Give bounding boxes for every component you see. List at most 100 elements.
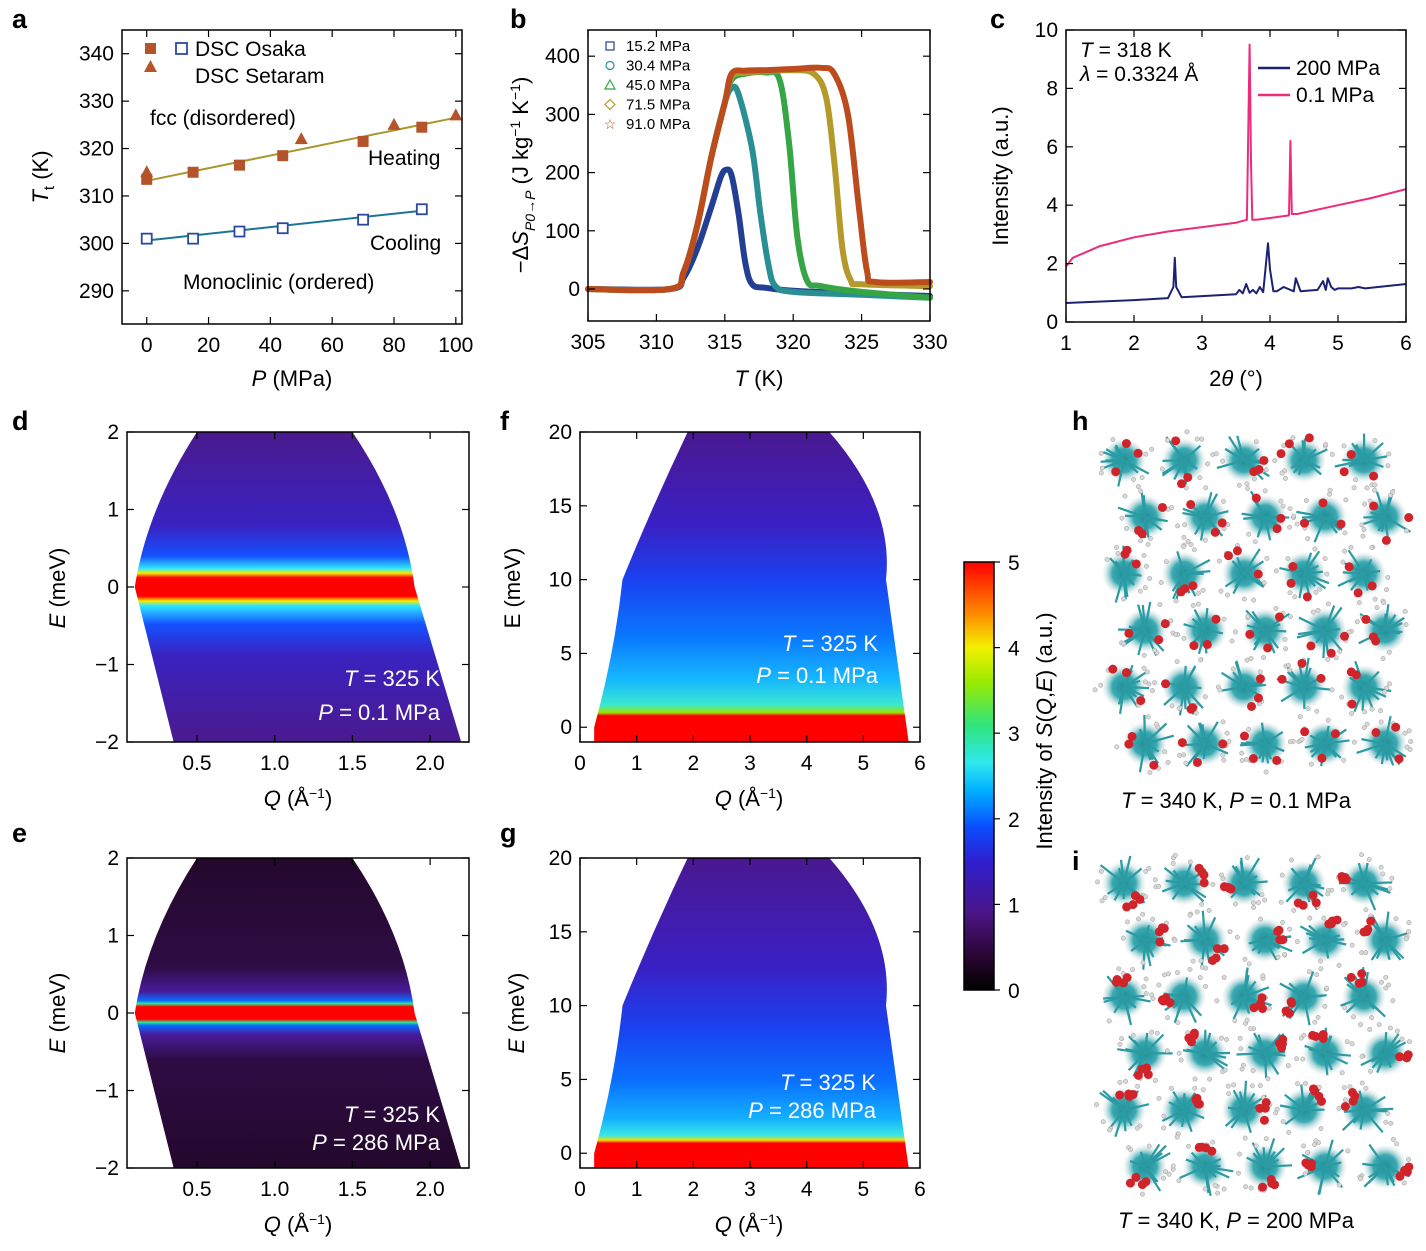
bond [1357,862,1366,884]
hydrogen-atom [1394,1141,1400,1147]
hydrogen-atom [1246,726,1252,732]
bond [1355,444,1365,461]
bond [1247,1045,1266,1055]
x-tick-label: 0 [574,1178,586,1201]
panel-g-x-axis-label: Q (Å−1) [715,1211,784,1237]
hydrogen-atom [1114,744,1120,750]
hydrogen-atom [1142,679,1148,685]
x-tick-label: 1 [1060,332,1072,355]
molecule [1117,488,1175,547]
hydrogen-atom [1324,985,1330,991]
panel-b-entropy-change: 305 310 315 320 325 330 0 100 200 300 400 15.2 MPa… [507,29,948,391]
bond [1304,742,1326,749]
molecule [1094,1078,1150,1138]
bond [1204,629,1224,635]
hydrogen-atom [1130,967,1135,973]
hydrogen-atom [1351,1014,1356,1020]
oxygen-atom [1340,1102,1350,1112]
hydrogen-atom [1131,477,1137,482]
x-tick-label: 3 [1196,332,1208,355]
hydrogen-atom [1235,1170,1241,1176]
bond [1204,1157,1222,1168]
hydrogen-atom [1221,975,1227,980]
cooling-osaka-point [233,225,246,238]
bond [1246,624,1266,632]
bond [1103,995,1125,1000]
y-tick-label: 300 [79,232,114,255]
bond [1202,743,1207,759]
hydrogen-atom [1372,482,1378,488]
hydrogen-atom [1253,439,1259,445]
bond [1300,1084,1306,1111]
panel-letter-i: i [1072,846,1080,876]
hydrogen-atom [1253,1143,1259,1149]
hydrogen-atom [1342,1097,1348,1103]
panel-letter-f: f [500,406,510,436]
hydrogen-atom [1313,1138,1319,1144]
hydrogen-atom [1138,488,1144,494]
hydrogen-atom [1315,854,1321,860]
hydrogen-atom [1272,458,1278,463]
bond [1264,742,1285,753]
y-tick-label: 15 [549,495,572,518]
hydrogen-atom [1287,524,1293,530]
oxygen-atom [1317,753,1327,763]
bond [1264,1052,1286,1057]
bond [1279,1104,1305,1112]
bond [1242,969,1249,997]
panel-d-y-axis-label: E (meV) [45,548,70,629]
bond [1144,743,1154,761]
panel-b-x-axis-label: T (K) [735,366,784,391]
hydrogen-atom [1313,589,1319,595]
hydrogen-atom [1181,544,1186,549]
bond [1246,1156,1266,1168]
oxygen-atom [1400,1165,1410,1175]
bond [1384,932,1408,942]
bond [1349,676,1365,688]
hydrogen-atom [1149,1029,1155,1035]
bond [1324,742,1342,759]
hydrogen-atom [1206,908,1212,913]
bond [1368,1143,1386,1168]
oxygen-atom [1404,513,1414,523]
hydrogen-atom [1144,669,1150,675]
legend-label: 71.5 MPa [626,97,691,114]
hydrogen-atom [1369,545,1375,551]
hydrogen-atom [1386,451,1392,457]
bond [1302,996,1311,1026]
hydrogen-atom [1170,1163,1176,1169]
hydrogen-atom [1153,721,1159,727]
hydrogen-atom [1341,757,1347,763]
hydrogen-atom [1249,1083,1255,1089]
y-tick-label: 20 [549,421,572,444]
bond [1183,459,1198,470]
bond [1123,995,1137,1009]
bond [1128,625,1146,632]
panel-g-temperature-note: T = 325 K [780,1070,876,1095]
y-tick-label: 400 [545,45,580,68]
hydrogen-atom [1390,998,1396,1004]
hydrogen-atom [1183,760,1189,766]
bond [1182,977,1189,997]
hydrogen-atom [1217,687,1223,693]
x-tick-label: 3 [744,752,756,775]
hydrogen-atom [1106,1018,1112,1024]
hydrogen-atom [1387,886,1393,892]
hydrogen-atom [1145,541,1151,547]
hydrogen-atom [1202,694,1208,700]
legend-symbol-diamond [604,98,616,111]
oxygen-atom [1177,738,1187,748]
hydrogen-atom [1324,571,1330,577]
bond [1361,686,1366,711]
bond [1375,939,1387,960]
hydrogen-atom [1366,857,1372,862]
bond [1176,550,1186,574]
panel-letter-c: c [990,4,1005,34]
molecule [1213,435,1270,492]
hydrogen-atom [1360,533,1366,539]
bond [1264,939,1281,950]
bond [1363,1108,1389,1113]
bond [1137,630,1147,656]
x-tick-label: 0.5 [182,1178,211,1201]
oxygen-atom [1318,1029,1328,1039]
